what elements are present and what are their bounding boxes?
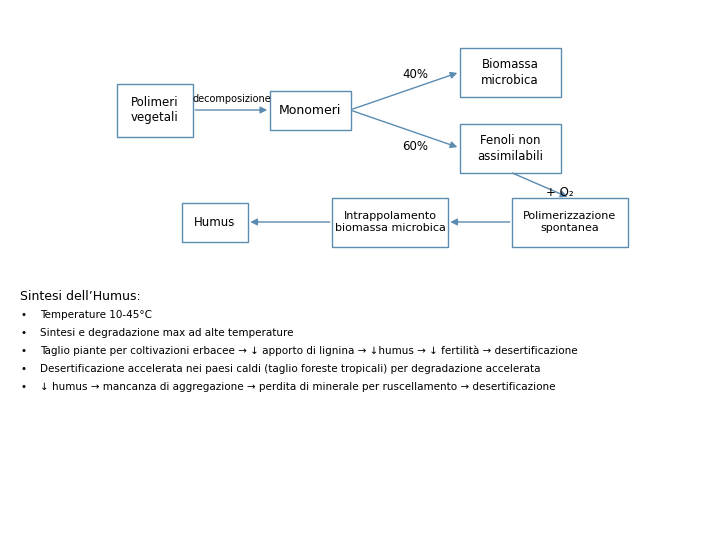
Text: Temperature 10-45°C: Temperature 10-45°C: [40, 310, 152, 320]
Text: Sintesi dell’Humus:: Sintesi dell’Humus:: [20, 290, 140, 303]
FancyBboxPatch shape: [459, 48, 560, 97]
Text: Polimeri
vegetali: Polimeri vegetali: [131, 96, 179, 125]
Text: 60%: 60%: [402, 140, 428, 153]
Text: Intrappolamento
biomassa microbica: Intrappolamento biomassa microbica: [335, 211, 446, 233]
Text: •: •: [20, 310, 26, 320]
Text: Taglio piante per coltivazioni erbacee → ↓ apporto di lignina → ↓humus → ↓ ferti: Taglio piante per coltivazioni erbacee →…: [40, 346, 577, 356]
Text: Desertificazione accelerata nei paesi caldi (taglio foreste tropicali) per degra: Desertificazione accelerata nei paesi ca…: [40, 364, 541, 374]
FancyBboxPatch shape: [332, 198, 448, 246]
Text: •: •: [20, 328, 26, 338]
FancyBboxPatch shape: [459, 124, 560, 172]
Text: Monomeri: Monomeri: [279, 104, 341, 117]
Text: Sintesi e degradazione max ad alte temperature: Sintesi e degradazione max ad alte tempe…: [40, 328, 294, 338]
FancyBboxPatch shape: [182, 202, 248, 241]
Text: •: •: [20, 346, 26, 356]
Text: Humus: Humus: [194, 215, 235, 228]
Text: ↓ humus → mancanza di aggregazione → perdita di minerale per ruscellamento → des: ↓ humus → mancanza di aggregazione → per…: [40, 382, 556, 392]
Text: Biomassa
microbica: Biomassa microbica: [481, 57, 539, 86]
Text: Polimerizzazione
spontanea: Polimerizzazione spontanea: [523, 211, 616, 233]
Text: •: •: [20, 364, 26, 374]
Text: Fenoli non
assimilabili: Fenoli non assimilabili: [477, 133, 543, 163]
FancyBboxPatch shape: [269, 91, 351, 130]
Text: + O₂: + O₂: [546, 186, 574, 199]
FancyBboxPatch shape: [512, 198, 628, 246]
Text: •: •: [20, 382, 26, 392]
FancyBboxPatch shape: [117, 84, 193, 137]
Text: decomposizione: decomposizione: [193, 94, 271, 104]
Text: 40%: 40%: [402, 69, 428, 82]
